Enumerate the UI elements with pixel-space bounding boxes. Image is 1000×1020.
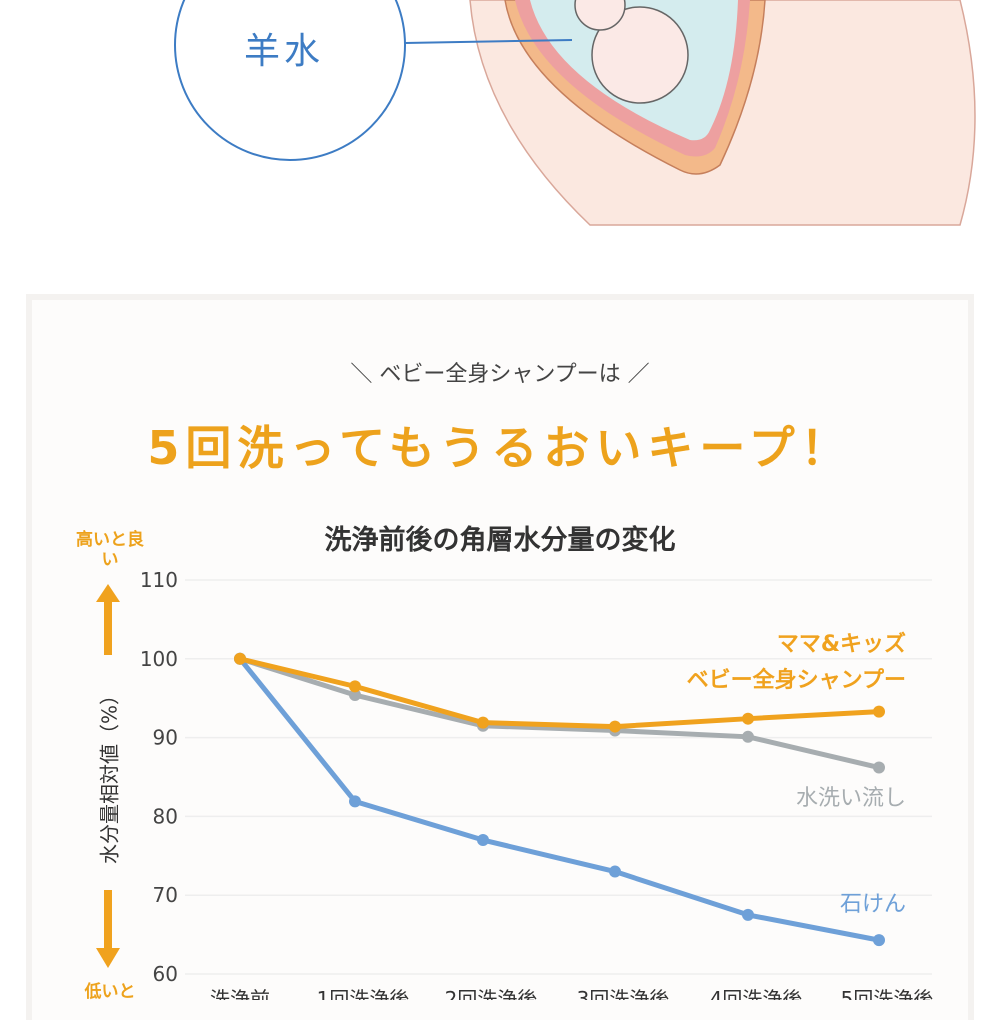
x-tick-label: 2回洗浄後 — [445, 987, 538, 1000]
data-point — [873, 934, 885, 947]
x-tick-label: 3回洗浄後 — [577, 987, 670, 1000]
uterus-illustration — [174, 0, 976, 226]
y-tick-label: 90 — [153, 726, 178, 750]
series-label: 水洗い流し — [796, 786, 906, 811]
low-label: 低いと — [84, 982, 136, 1002]
data-point — [234, 652, 246, 665]
x-tick-label: 4回洗浄後 — [710, 987, 803, 1000]
amniotic-fluid-label: 羊水 — [244, 31, 325, 72]
x-tick-label: 5回洗浄後 — [841, 987, 934, 1000]
data-point — [349, 689, 361, 702]
series-line — [239, 656, 880, 730]
card-headline: 5回洗ってもうるおいキープ！ — [147, 421, 853, 475]
series-label: ベビー全身シャンプー — [687, 667, 906, 693]
series-line — [239, 656, 880, 770]
y-tick-label: 110 — [140, 568, 178, 592]
series-label: ママ&キッズ — [777, 631, 906, 657]
data-point — [609, 865, 621, 878]
data-point — [873, 761, 885, 774]
data-point — [477, 834, 489, 847]
y-tick-label: 70 — [153, 883, 178, 907]
data-point — [349, 680, 361, 693]
down-arrow-icon — [96, 890, 120, 968]
chart-card — [32, 300, 968, 1020]
chart-title: 洗浄前後の角層水分量の変化 — [324, 525, 676, 556]
high-is-good-label: 高いと良い — [76, 530, 144, 570]
up-arrow-icon — [96, 584, 120, 655]
data-point — [873, 705, 885, 718]
y-tick-label: 60 — [153, 962, 178, 986]
data-point — [742, 730, 754, 743]
series-label: 石けん — [840, 892, 906, 917]
y-tick-label: 80 — [153, 804, 178, 828]
x-tick-label: 洗浄前 — [210, 987, 270, 1000]
data-point — [477, 716, 489, 729]
data-point — [742, 908, 754, 921]
amniotic-label-circle — [174, 0, 406, 161]
card-subtitle: ＼ ベビー全身シャンプーは ／ — [350, 362, 650, 387]
x-tick-label: 1回洗浄後 — [317, 987, 410, 1000]
data-point — [609, 720, 621, 733]
y-tick-label: 100 — [140, 647, 178, 671]
data-point — [349, 795, 361, 808]
data-point — [742, 712, 754, 725]
series-line — [238, 657, 880, 943]
